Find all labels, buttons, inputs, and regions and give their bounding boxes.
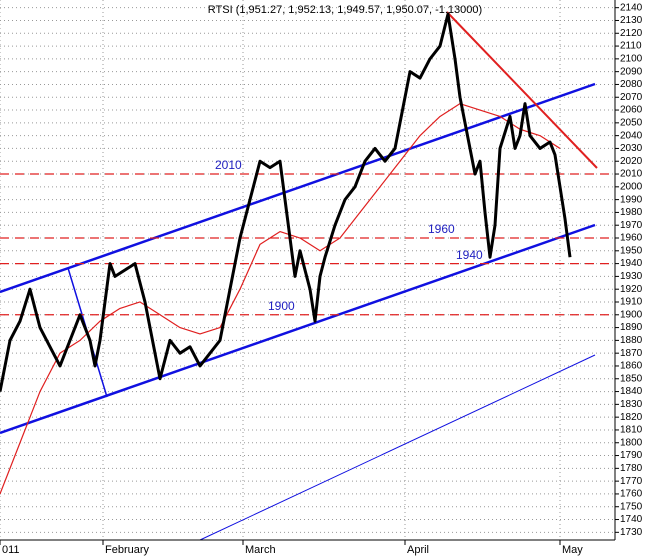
y-tick-label: 1880: [620, 335, 643, 346]
chart-title: RTSI (1,951.27, 1,952.13, 1,949.57, 1,95…: [208, 4, 482, 16]
y-tick-label: 2060: [620, 105, 643, 116]
y-tick-label: 1960: [620, 233, 643, 244]
y-tick-label: 2090: [620, 66, 643, 77]
y-tick-label: 1830: [620, 399, 643, 410]
level-label: 2010: [215, 158, 242, 172]
y-tick-label: 1750: [620, 501, 643, 512]
y-tick-label: 2000: [620, 181, 643, 192]
y-tick-label: 1940: [620, 258, 643, 269]
y-tick-label: 2130: [620, 15, 643, 26]
y-tick-label: 1970: [620, 220, 643, 231]
y-tick-label: 1870: [620, 348, 643, 359]
y-tick-label: 1890: [620, 322, 643, 333]
y-tick-label: 1800: [620, 437, 643, 448]
y-tick-label: 2140: [620, 2, 643, 13]
y-tick-label: 1840: [620, 386, 643, 397]
level-label: 1900: [268, 299, 295, 313]
x-tick-label: April: [407, 544, 429, 556]
trend-line: [199, 354, 596, 541]
y-tick-label: 1730: [620, 527, 643, 538]
y-tick-label: 2030: [620, 143, 643, 154]
level-label: 1960: [428, 222, 455, 236]
y-tick-label: 2080: [620, 79, 643, 90]
y-tick-label: 1780: [620, 463, 643, 474]
grid: [0, 0, 615, 540]
y-tick-label: 1990: [620, 194, 643, 205]
y-tick-label: 2010: [620, 169, 643, 180]
x-tick-label: May: [562, 544, 583, 556]
x-tick-label: March: [245, 544, 276, 556]
y-tick-label: 1900: [620, 309, 643, 320]
y-tick-label: 1930: [620, 271, 643, 282]
y-tick-label: 2050: [620, 117, 643, 128]
level-label: 1940: [456, 248, 483, 262]
y-tick-label: 1820: [620, 412, 643, 423]
y-tick-label: 1740: [620, 514, 643, 525]
x-tick-label: 011: [2, 544, 20, 556]
y-tick-label: 2020: [620, 156, 643, 167]
y-tick-label: 1850: [620, 373, 643, 384]
y-tick-label: 2040: [620, 130, 643, 141]
y-tick-label: 1950: [620, 245, 643, 256]
trend-line: [0, 223, 596, 435]
x-tick-label: February: [105, 544, 150, 556]
y-tick-label: 1760: [620, 489, 643, 500]
y-tick-label: 1810: [620, 425, 643, 436]
y-tick-label: 2070: [620, 92, 643, 103]
y-tick-label: 1770: [620, 476, 643, 487]
y-tick-label: 1860: [620, 361, 643, 372]
trend-line: [0, 82, 596, 294]
y-tick-label: 2110: [620, 41, 642, 52]
y-tick-label: 1920: [620, 284, 643, 295]
trend-line: [446, 11, 598, 169]
y-tick-label: 2100: [620, 54, 643, 65]
price-line: [0, 12, 572, 392]
y-tick-label: 1790: [620, 450, 643, 461]
price-line: [0, 103, 561, 495]
y-tick-label: 2120: [620, 28, 643, 39]
y-tick-label: 1910: [620, 297, 643, 308]
y-tick-label: 1980: [620, 207, 643, 218]
